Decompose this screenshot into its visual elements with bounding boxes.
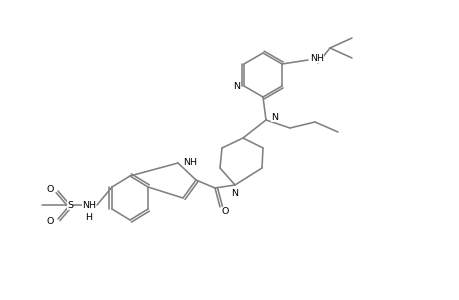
Text: NH: NH (82, 202, 96, 211)
Text: N: N (232, 82, 240, 91)
Text: H: H (85, 212, 92, 221)
Text: O: O (46, 217, 54, 226)
Text: O: O (221, 208, 228, 217)
Text: N: N (270, 112, 277, 122)
Text: NH: NH (309, 53, 323, 62)
Text: O: O (46, 184, 54, 194)
Text: S: S (67, 200, 73, 209)
Text: NH: NH (183, 158, 196, 166)
Text: N: N (231, 188, 238, 197)
